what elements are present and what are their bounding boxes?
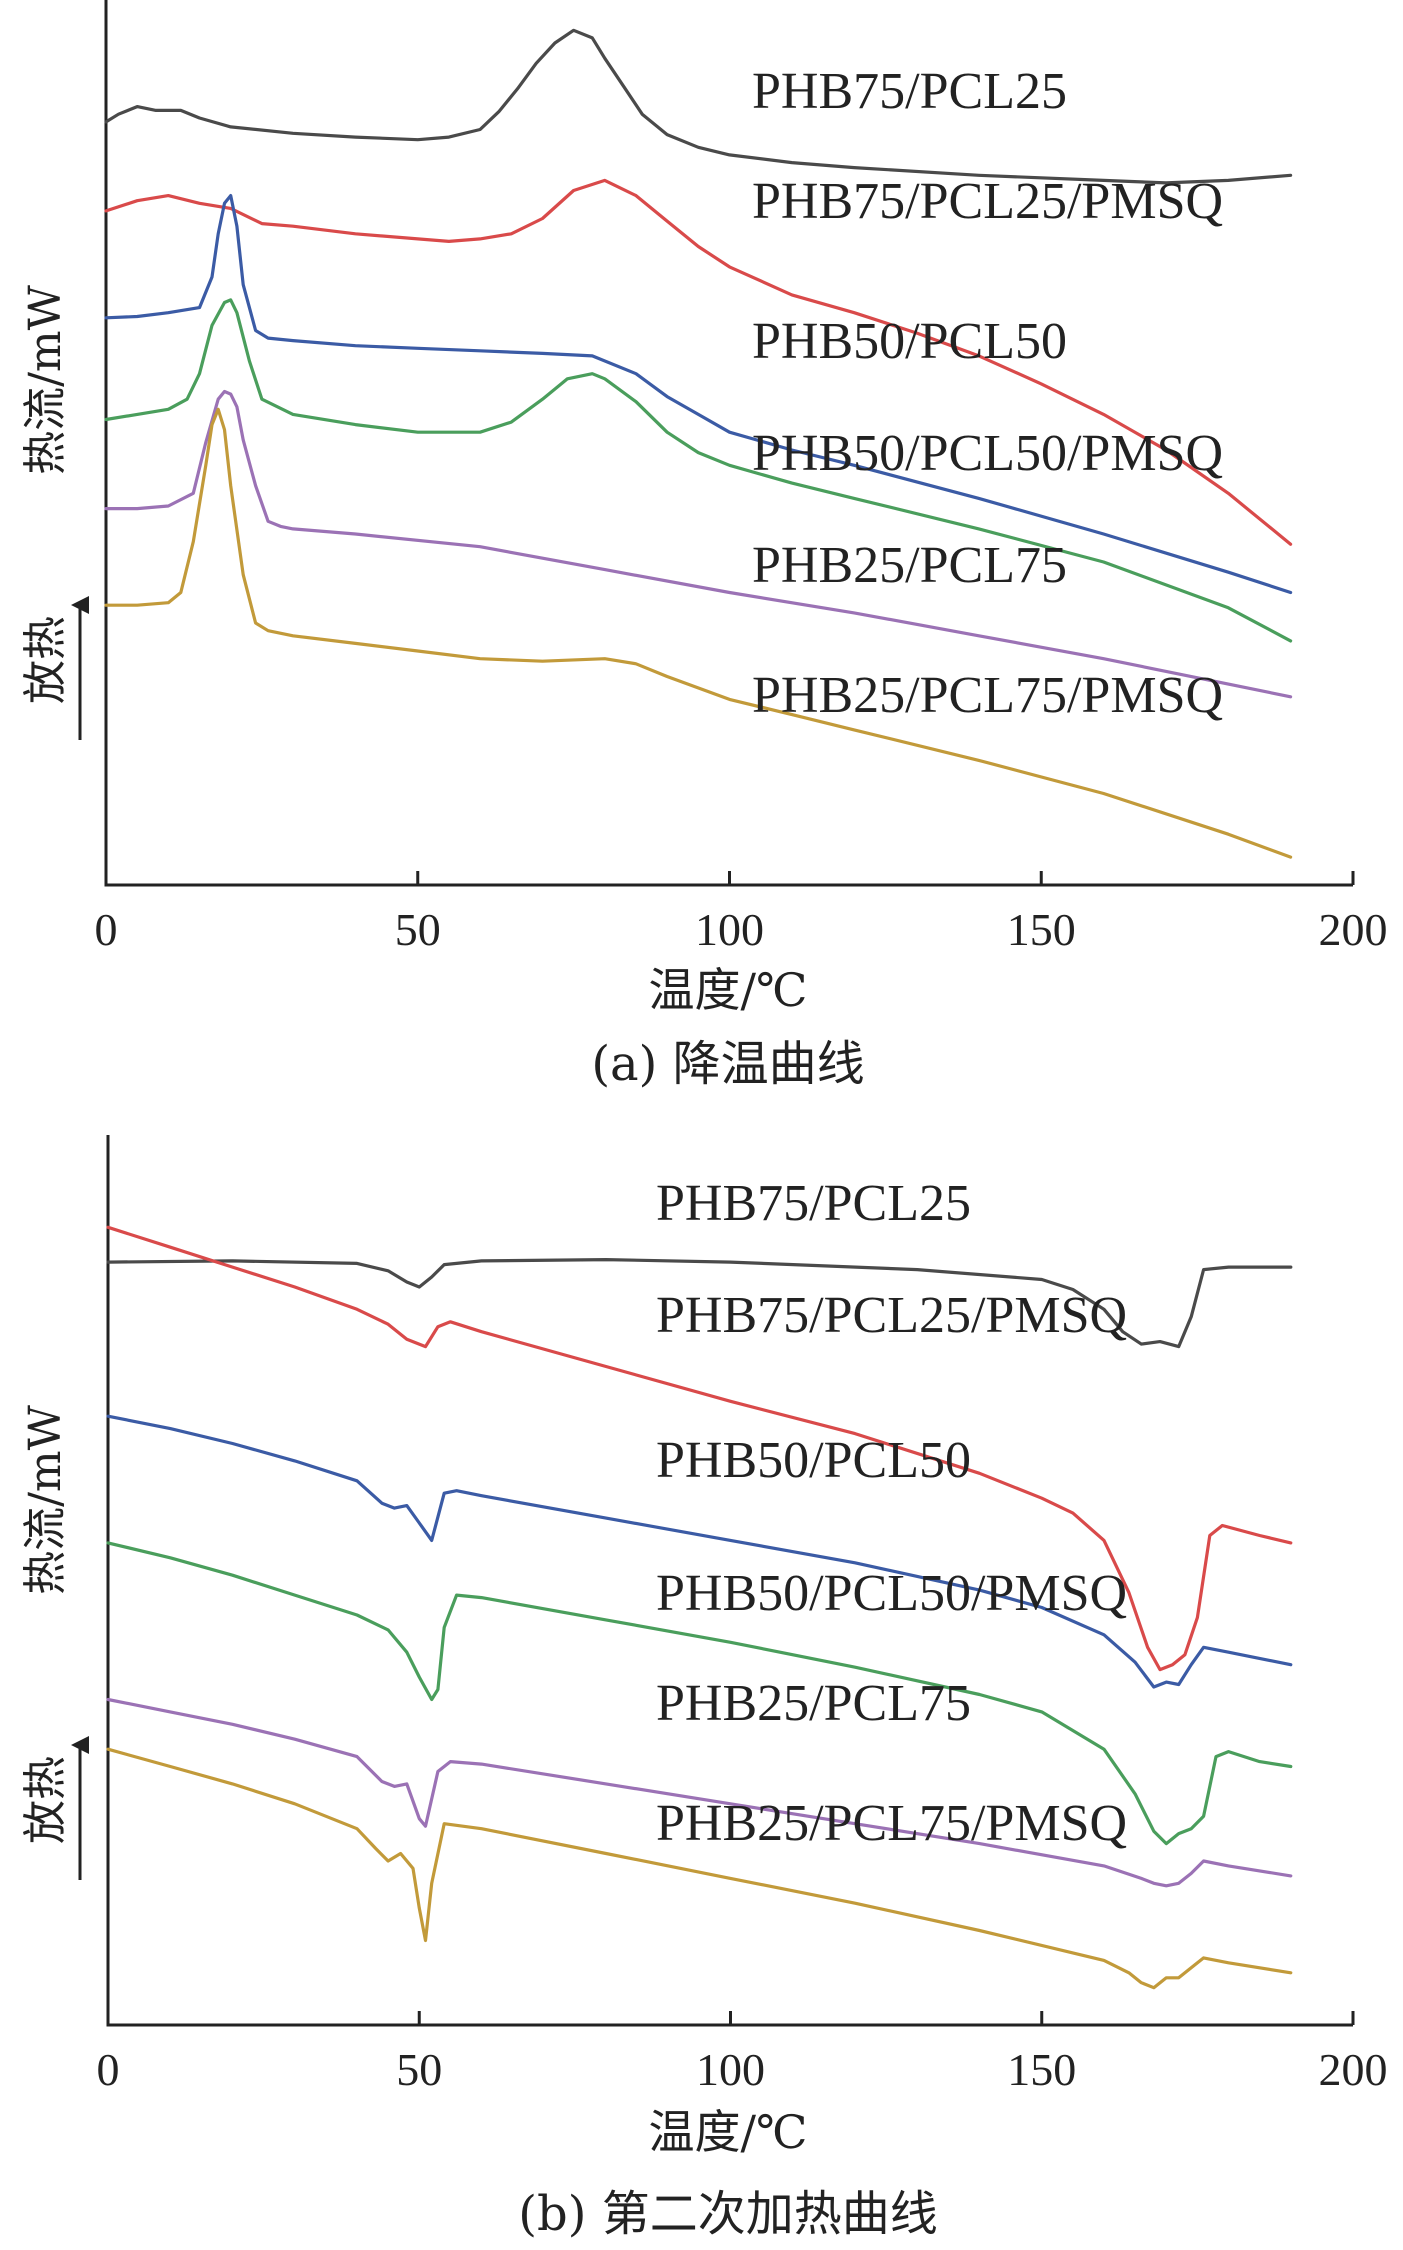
panel-a-x-tick-label: 0	[95, 904, 118, 955]
panel-a-series-label-4: PHB50/PCL50/PMSQ	[752, 425, 1223, 482]
panel-b-curves	[106, 1225, 1293, 1990]
panel-a-series-line-4	[104, 298, 1293, 643]
panel-b-series-labels: PHB75/PCL25 PHB75/PCL25/PMSQ PHB50/PCL50 PH…	[656, 1175, 1127, 1852]
panel-a-y-axis-label: 热流/mW	[20, 284, 71, 475]
panel-a-x-tick-label: 200	[1319, 904, 1388, 955]
panel-b-series-label-1: PHB75/PCL25	[656, 1175, 971, 1232]
panel-b-series-line-2	[106, 1225, 1293, 1672]
panel-b-caption: (b) 第二次加热曲线	[518, 2186, 937, 2242]
panel-a-series-labels: PHB75/PCL25 PHB75/PCL25/PMSQ PHB50/PCL50 PH…	[752, 63, 1223, 724]
panel-a-curves	[104, 28, 1293, 859]
panel-b-series-label-2: PHB75/PCL25/PMSQ	[656, 1287, 1127, 1344]
panel-b-x-tick-label: 150	[1007, 2044, 1076, 2095]
panel-a-x-tick-label: 150	[1007, 904, 1076, 955]
panel-b-y-axis-label: 热流/mW	[20, 1404, 71, 1595]
panel-a-series-line-6	[104, 407, 1293, 859]
panel-a-x-tick-label: 100	[695, 904, 764, 955]
panel-a-series-line-2	[104, 178, 1293, 546]
panel-a-x-tick-label: 50	[395, 904, 441, 955]
panel-b-series-line-5	[106, 1697, 1293, 1888]
panel-b-heating: 0 50 100 150 200 PHB75/PCL25 PHB75/PCL25/PMSQ…	[20, 1135, 1388, 2242]
panel-a-series-label-1: PHB75/PCL25	[752, 63, 1067, 120]
panel-b-series-line-4	[106, 1541, 1293, 1846]
panel-b-series-line-3	[106, 1414, 1293, 1689]
panel-a-series-line-1	[104, 28, 1293, 185]
panel-a-caption: (a) 降温曲线	[591, 1036, 864, 1092]
panel-b-series-label-5: PHB25/PCL75	[656, 1675, 971, 1732]
panel-a-series-label-2: PHB75/PCL25/PMSQ	[752, 173, 1223, 230]
panel-a-series-label-6: PHB25/PCL75/PMSQ	[752, 667, 1223, 724]
panel-b-x-tick-label: 0	[97, 2044, 120, 2095]
panel-a-x-ticks: 0 50 100 150 200	[95, 871, 1388, 955]
panel-a-series-label-5: PHB25/PCL75	[752, 537, 1067, 594]
panel-b-x-tick-label: 50	[396, 2044, 442, 2095]
panel-b-exo-label: 放热	[20, 1756, 71, 1844]
panel-b-series-label-4: PHB50/PCL50/PMSQ	[656, 1565, 1127, 1622]
panel-b-series-label-3: PHB50/PCL50	[656, 1432, 971, 1489]
panel-a-series-label-3: PHB50/PCL50	[752, 313, 1067, 370]
panel-b-x-axis-label: 温度/℃	[649, 2105, 808, 2159]
panel-b-x-ticks: 0 50 100 150 200	[97, 2011, 1388, 2095]
panel-b-series-line-6	[106, 1747, 1293, 1990]
panel-b-x-tick-label: 100	[696, 2044, 765, 2095]
panel-b-series-label-6: PHB25/PCL75/PMSQ	[656, 1795, 1127, 1852]
panel-a-series-line-3	[104, 194, 1293, 595]
panel-b-series-line-1	[106, 1258, 1293, 1349]
panel-a-series-line-5	[104, 389, 1293, 699]
panel-a-cooling: 0 50 100 150 200 PHB75/PCL25 PHB75/PCL25/PMSQ…	[20, 0, 1388, 1092]
panel-a-exo-label: 放热	[20, 616, 71, 704]
panel-b-x-tick-label: 200	[1319, 2044, 1388, 2095]
panel-a-x-axis-label: 温度/℃	[649, 963, 808, 1017]
